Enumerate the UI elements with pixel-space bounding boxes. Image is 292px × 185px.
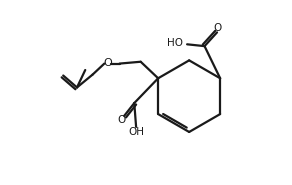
Text: O: O [103, 58, 112, 68]
Text: HO: HO [166, 38, 182, 48]
Text: OH: OH [128, 127, 144, 137]
Text: O: O [214, 23, 222, 33]
Text: O: O [118, 115, 126, 125]
